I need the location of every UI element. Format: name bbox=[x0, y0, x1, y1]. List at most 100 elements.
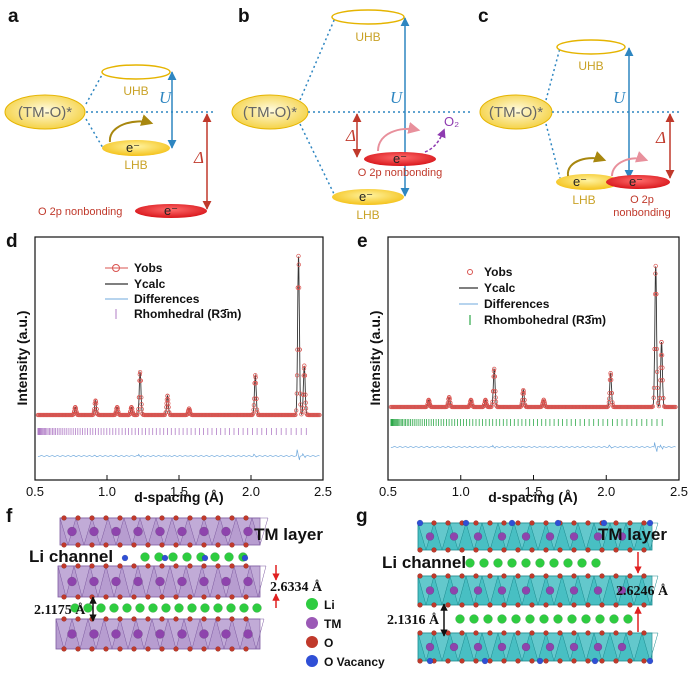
tm-atom bbox=[449, 532, 459, 541]
u-symbol: U bbox=[159, 88, 173, 107]
o-atom bbox=[229, 616, 235, 622]
o-atom bbox=[229, 646, 235, 652]
li-atom bbox=[210, 552, 220, 562]
li-atom bbox=[168, 552, 178, 562]
tm-atom bbox=[545, 586, 555, 595]
o-atom bbox=[201, 594, 207, 600]
yobs-point bbox=[137, 369, 143, 375]
o-atom bbox=[543, 573, 549, 579]
yobs-point bbox=[609, 390, 614, 396]
li-atom bbox=[609, 614, 619, 624]
tm-layer-label: TM layer bbox=[598, 525, 667, 544]
yobs-point bbox=[138, 378, 143, 383]
o-vacancy-atom bbox=[536, 657, 544, 665]
li-atom bbox=[174, 603, 184, 613]
y-axis-label: Intensity (a.u.) bbox=[14, 311, 30, 406]
o-atom bbox=[103, 646, 109, 652]
o-atom bbox=[515, 573, 521, 579]
o-atom bbox=[641, 547, 647, 553]
uhb-ellipse bbox=[556, 39, 626, 55]
legend-label-ycalc: Ycalc bbox=[134, 277, 166, 291]
dotted-link-upper bbox=[85, 72, 104, 105]
yobs-point bbox=[653, 271, 658, 276]
octahedron-face bbox=[641, 632, 659, 662]
yobs-point bbox=[427, 401, 433, 407]
tm-atom bbox=[425, 642, 435, 652]
x-tick-label: 0.5 bbox=[26, 484, 44, 499]
yobs-point bbox=[139, 402, 144, 407]
yobs-point bbox=[139, 395, 144, 400]
tm-atom bbox=[199, 629, 209, 639]
li-atom bbox=[549, 558, 559, 568]
tm-atom bbox=[111, 629, 121, 639]
o2p-label-line2: nonbonding bbox=[613, 207, 671, 219]
yobs-point bbox=[250, 411, 256, 417]
tm-atom bbox=[89, 576, 99, 587]
yobs-point bbox=[521, 391, 527, 396]
o-atom bbox=[445, 658, 451, 664]
tm-atom bbox=[155, 526, 165, 537]
o2-release-arrow bbox=[424, 128, 446, 153]
panel-d-chart: d Intensity (a.u.) d-spacing (Å) 0.5 1.0… bbox=[6, 231, 332, 505]
yobs-point bbox=[115, 406, 120, 411]
yobs-point bbox=[448, 400, 453, 406]
o-atom bbox=[515, 658, 521, 664]
o-atom bbox=[215, 563, 221, 569]
o-atom bbox=[613, 602, 619, 608]
uhb-label: UHB bbox=[578, 59, 603, 73]
o-atom bbox=[585, 520, 591, 526]
li-atom bbox=[497, 614, 507, 624]
o-atom bbox=[229, 542, 235, 548]
o-atom bbox=[431, 602, 437, 608]
octahedron-face bbox=[433, 575, 451, 606]
o-atom bbox=[445, 547, 451, 553]
o-atom bbox=[557, 602, 563, 608]
electron-transfer-arrow bbox=[611, 151, 649, 177]
o-atom bbox=[61, 542, 67, 548]
o-atom bbox=[515, 630, 521, 636]
tm-atom bbox=[155, 629, 165, 639]
o-atom bbox=[75, 616, 81, 622]
o-atom bbox=[417, 602, 423, 608]
dotted-link-lower bbox=[85, 118, 104, 149]
o-atom bbox=[627, 630, 633, 636]
o-atom bbox=[417, 547, 423, 553]
dotted-link-lower bbox=[299, 123, 336, 197]
o-atom bbox=[131, 563, 137, 569]
x-axis-ticks: 0.5 1.0 1.5 2.0 2.5 bbox=[26, 484, 332, 499]
panel-label-e: e bbox=[357, 231, 368, 252]
li-atom bbox=[539, 614, 549, 624]
o-atom bbox=[103, 594, 109, 600]
o-atom bbox=[117, 594, 123, 600]
lhb-label: LHB bbox=[124, 158, 147, 172]
panel-label-a: a bbox=[8, 6, 19, 27]
yobs-point bbox=[303, 400, 308, 405]
li-atom bbox=[135, 603, 145, 613]
legend-label-ticks: Rhomhedral (R3̄m) bbox=[134, 307, 241, 321]
tm-spacing-label: 2.6334 Å bbox=[270, 579, 323, 595]
li-channel-label: Li channel bbox=[29, 547, 113, 566]
yobs-point bbox=[295, 285, 301, 290]
yobs-point bbox=[303, 406, 309, 411]
tm-atom bbox=[67, 526, 77, 537]
o2p-electron-label: e⁻ bbox=[629, 174, 643, 189]
o-atom bbox=[599, 547, 605, 553]
legend-marker-yobs bbox=[467, 269, 473, 275]
tm-atom bbox=[617, 532, 627, 541]
yobs-point bbox=[254, 407, 260, 412]
tmo-antibonding-ellipse bbox=[4, 94, 86, 130]
o-atom bbox=[529, 547, 535, 553]
yobs-point bbox=[294, 408, 299, 413]
o-atom bbox=[487, 520, 493, 526]
yobs-point bbox=[302, 363, 307, 368]
o-atom bbox=[543, 547, 549, 553]
delta-symbol: Δ bbox=[193, 148, 204, 167]
o-atom bbox=[613, 547, 619, 553]
o-atom bbox=[445, 630, 451, 636]
x-axis-ticks: 0.5 1.0 1.5 2.0 2.5 bbox=[379, 484, 688, 499]
o-atom bbox=[145, 563, 151, 569]
o-atom bbox=[187, 616, 193, 622]
delta-symbol: Δ bbox=[655, 128, 666, 147]
o-atom bbox=[627, 520, 633, 526]
yobs-point bbox=[655, 369, 660, 374]
